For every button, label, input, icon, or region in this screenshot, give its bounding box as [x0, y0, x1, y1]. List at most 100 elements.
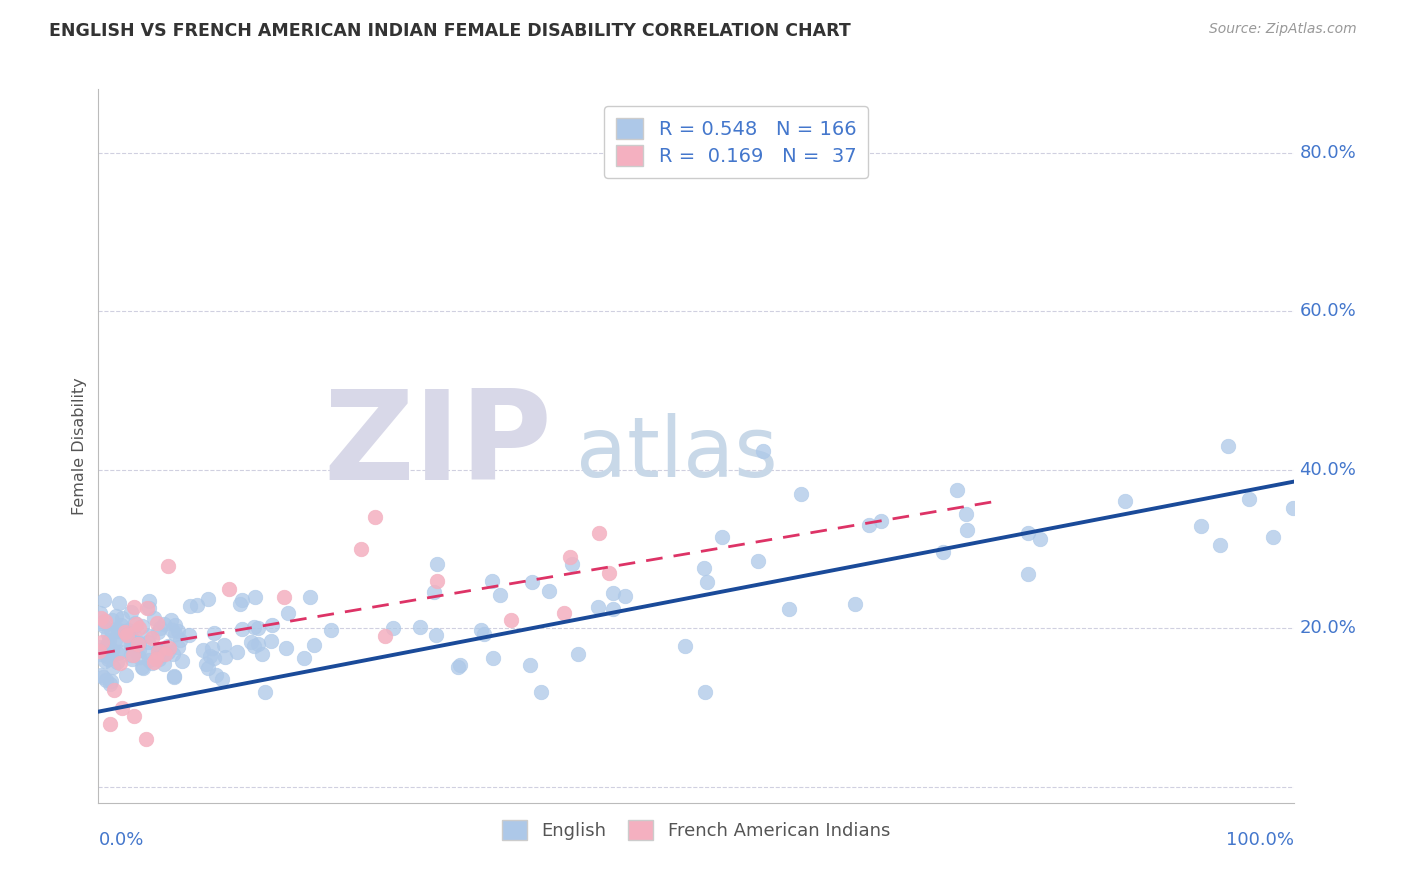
- Point: [197, 591, 219, 606]
- Y-axis label: Female Disability: Female Disability: [72, 377, 87, 515]
- Point: [426, 574, 449, 588]
- Point: [932, 544, 955, 558]
- Point: [120, 638, 142, 652]
- Point: [470, 624, 492, 638]
- Point: [277, 606, 299, 620]
- Point: [253, 685, 276, 699]
- Point: [425, 627, 447, 641]
- Point: [159, 641, 181, 656]
- Point: [588, 526, 610, 541]
- Point: [153, 617, 176, 632]
- Point: [124, 708, 146, 723]
- Point: [214, 638, 236, 652]
- Point: [115, 627, 138, 641]
- Point: [138, 652, 160, 666]
- Point: [1261, 530, 1284, 544]
- Point: [128, 650, 150, 665]
- Point: [200, 641, 222, 656]
- Point: [138, 594, 160, 608]
- Point: [125, 616, 148, 631]
- Point: [120, 629, 142, 643]
- Point: [121, 641, 143, 656]
- Point: [274, 641, 297, 656]
- Point: [128, 621, 150, 635]
- Point: [166, 624, 188, 638]
- Point: [94, 614, 117, 628]
- Point: [122, 628, 145, 642]
- Point: [148, 652, 170, 666]
- Point: [110, 611, 132, 625]
- Point: [226, 644, 249, 658]
- Point: [157, 640, 180, 654]
- Point: [100, 673, 122, 688]
- Point: [153, 648, 176, 662]
- Point: [218, 582, 240, 596]
- Point: [105, 608, 128, 623]
- Point: [956, 523, 979, 537]
- Point: [122, 599, 145, 614]
- Point: [408, 620, 430, 634]
- Point: [138, 629, 160, 643]
- Point: [747, 554, 769, 568]
- Point: [242, 639, 264, 653]
- Point: [115, 668, 138, 682]
- Point: [87, 640, 110, 654]
- Point: [122, 648, 145, 662]
- Point: [128, 643, 150, 657]
- Point: [163, 669, 186, 683]
- Point: [105, 634, 128, 648]
- Point: [117, 625, 139, 640]
- Point: [165, 617, 187, 632]
- Point: [117, 630, 139, 644]
- Point: [260, 633, 283, 648]
- Point: [111, 700, 134, 714]
- Point: [141, 631, 163, 645]
- Point: [260, 618, 283, 632]
- Point: [146, 645, 169, 659]
- Point: [710, 531, 733, 545]
- Point: [560, 549, 582, 564]
- Point: [602, 586, 624, 600]
- Point: [673, 640, 696, 654]
- Point: [121, 652, 143, 666]
- Point: [499, 614, 522, 628]
- Point: [101, 613, 124, 627]
- Point: [1189, 519, 1212, 533]
- Point: [93, 619, 115, 633]
- Point: [538, 584, 561, 599]
- Point: [145, 615, 167, 630]
- Point: [693, 685, 716, 699]
- Point: [149, 645, 172, 659]
- Point: [211, 672, 233, 686]
- Point: [946, 483, 969, 497]
- Point: [114, 625, 136, 640]
- Point: [135, 732, 157, 747]
- Point: [96, 638, 118, 652]
- Point: [364, 510, 387, 524]
- Point: [163, 671, 186, 685]
- Point: [602, 602, 624, 616]
- Point: [90, 635, 112, 649]
- Text: atlas: atlas: [576, 413, 778, 493]
- Point: [553, 606, 575, 620]
- Point: [1237, 491, 1260, 506]
- Point: [778, 601, 800, 615]
- Point: [105, 656, 128, 670]
- Point: [149, 622, 172, 636]
- Point: [179, 599, 201, 614]
- Text: 100.0%: 100.0%: [1226, 830, 1294, 848]
- Point: [124, 616, 146, 631]
- Point: [131, 619, 153, 633]
- Point: [870, 514, 893, 528]
- Point: [202, 650, 225, 665]
- Text: Source: ZipAtlas.com: Source: ZipAtlas.com: [1209, 22, 1357, 37]
- Point: [149, 648, 172, 663]
- Point: [146, 642, 169, 657]
- Point: [128, 636, 150, 650]
- Point: [231, 623, 253, 637]
- Point: [93, 593, 115, 607]
- Point: [195, 657, 218, 672]
- Legend: English, French American Indians: English, French American Indians: [495, 813, 897, 847]
- Point: [696, 574, 718, 589]
- Point: [90, 610, 112, 624]
